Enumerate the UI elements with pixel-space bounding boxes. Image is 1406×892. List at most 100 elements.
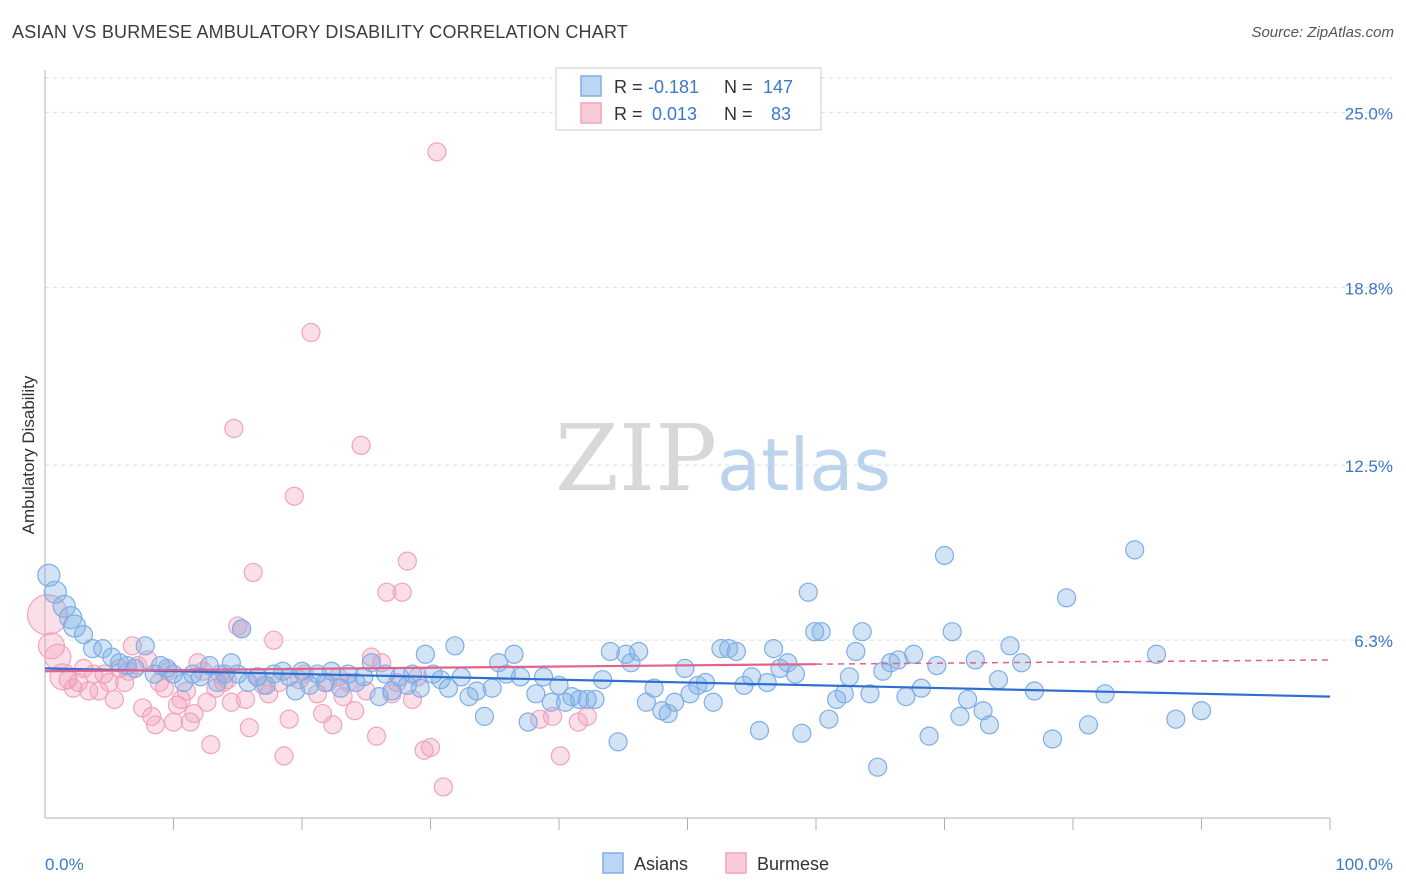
asians-point <box>819 709 839 729</box>
asians-point <box>958 689 978 710</box>
asians-point <box>846 641 866 662</box>
watermark: ZIP atlas <box>555 405 891 512</box>
legend-burmese-label[interactable]: Burmese <box>757 854 829 874</box>
burmese-point <box>145 715 166 735</box>
y-tick-label: 25.0% <box>1345 104 1393 123</box>
asians-point <box>73 624 94 645</box>
asians-point <box>979 715 1000 735</box>
legend-asians-label[interactable]: Asians <box>634 854 688 874</box>
burmese-point <box>427 142 447 162</box>
asians-point <box>600 641 621 662</box>
legend-burmese-swatch[interactable] <box>725 852 747 874</box>
y-tick-labels: 25.0% 18.8% 12.5% 6.3% <box>1345 104 1393 651</box>
asians-point <box>880 653 901 673</box>
asians-point <box>256 675 276 695</box>
legend-asians-swatch[interactable] <box>602 852 624 874</box>
burmese-point <box>63 678 83 698</box>
burmese-point <box>221 692 241 712</box>
asians-point <box>410 678 430 698</box>
asians-point <box>504 644 524 664</box>
asians-point <box>1166 709 1186 729</box>
asians-point <box>1191 701 1212 721</box>
asians-point <box>988 670 1009 690</box>
asians-point <box>285 681 306 701</box>
asians-point <box>585 689 605 710</box>
asians-r-label: R = <box>614 77 643 97</box>
asians-point <box>482 678 502 698</box>
asians-trendline <box>44 667 1331 698</box>
y-tick-label: 6.3% <box>1354 632 1393 651</box>
asians-point <box>1056 588 1077 608</box>
asians-point <box>438 678 459 698</box>
burmese-point <box>163 712 184 732</box>
asians-point <box>860 684 880 704</box>
asians-point <box>1042 729 1063 749</box>
asians-point <box>608 732 628 752</box>
asians-n-value: 147 <box>763 77 793 97</box>
asians-point <box>621 653 641 673</box>
burmese-point <box>184 703 204 724</box>
burmese-r-value: 0.013 <box>652 104 697 124</box>
asians-point <box>375 664 396 684</box>
asians-point <box>1000 636 1020 656</box>
asians-point <box>510 667 531 687</box>
asians-point <box>518 712 538 732</box>
burmese-point <box>264 630 284 650</box>
x-tick-label: 100.0% <box>1335 855 1393 874</box>
burmese-point <box>239 718 259 738</box>
burmese-point <box>197 692 217 712</box>
asians-point <box>474 706 495 726</box>
burmese-point <box>284 486 304 506</box>
asians-point <box>52 594 76 618</box>
chart-source: Source: ZipAtlas.com <box>1251 24 1394 41</box>
asians-point <box>445 636 465 656</box>
y-tick-label: 18.8% <box>1345 279 1393 298</box>
burmese-point <box>323 715 343 735</box>
asians-point <box>749 720 770 741</box>
chart-title: ASIAN VS BURMESE AMBULATORY DISABILITY C… <box>12 22 629 42</box>
asians-point <box>232 619 252 639</box>
burmese-point <box>345 701 365 721</box>
burmese-n-label: N = <box>724 104 753 124</box>
asians-point <box>798 582 818 602</box>
stats-legend: R = -0.181 N = 147 R = 0.013 N = 83 <box>555 67 822 131</box>
x-tick-label: 0.0% <box>45 855 84 874</box>
asians-point <box>665 692 685 712</box>
burmese-points <box>26 142 597 797</box>
asians-point <box>415 644 435 664</box>
asians-point <box>321 661 342 681</box>
burmese-point <box>235 689 256 710</box>
burmese-point <box>568 712 588 732</box>
asians-point <box>726 641 746 662</box>
asians-point <box>934 545 955 566</box>
asians-point <box>562 687 582 707</box>
asians-point <box>868 757 888 777</box>
asians-point <box>834 684 854 704</box>
burmese-point <box>301 322 321 343</box>
burmese-point <box>104 689 124 710</box>
bottom-legend: Asians Burmese <box>602 852 829 874</box>
burmese-point <box>433 777 453 797</box>
asians-r-value: -0.181 <box>648 77 699 97</box>
asians-point <box>811 622 831 642</box>
burmese-point <box>366 726 387 746</box>
asians-point <box>577 689 597 710</box>
asians-point <box>541 692 561 712</box>
burmese-r-label: R = <box>614 104 643 124</box>
burmese-point <box>397 551 417 571</box>
asians-point <box>644 678 664 698</box>
x-ticks <box>173 818 1331 830</box>
asians-point <box>1095 684 1115 704</box>
asians-point <box>82 639 103 659</box>
asians-point <box>904 644 924 664</box>
asians-point <box>950 706 970 726</box>
asians-point <box>927 655 947 676</box>
asians-point <box>658 703 678 724</box>
asians-point <box>805 622 825 642</box>
asians-point <box>43 580 67 604</box>
burmese-point <box>274 746 294 766</box>
trendlines <box>44 659 1331 698</box>
burmese-trendline <box>44 663 817 673</box>
x-tick-labels: 0.0% 100.0% <box>45 855 1393 874</box>
